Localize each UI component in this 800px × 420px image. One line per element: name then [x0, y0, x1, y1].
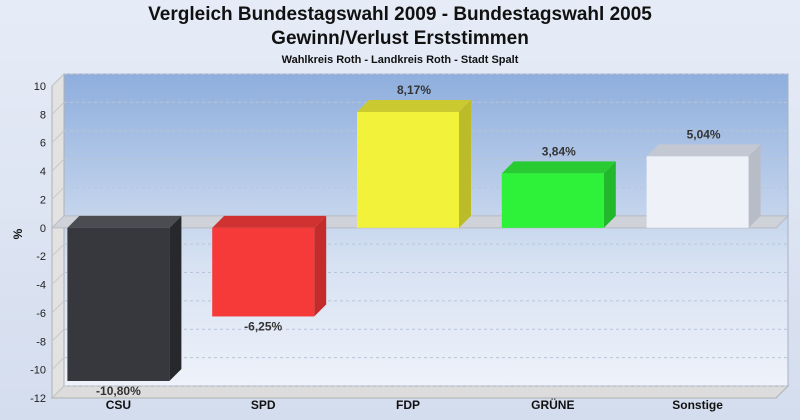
gridline-side — [51, 130, 65, 144]
data-label: -10,80% — [96, 384, 141, 398]
chart-subtitle: Gewinn/Verlust Erststimmen — [271, 28, 529, 49]
bar-side — [748, 144, 761, 228]
gridline-side — [51, 102, 65, 115]
bar-side — [459, 99, 471, 228]
floor — [50, 385, 790, 399]
y-tick-label: 8 — [40, 109, 46, 121]
gridline-side — [51, 272, 65, 285]
left-wall — [51, 72, 65, 400]
data-label: 8,17% — [397, 83, 431, 97]
y-tick-label: -2 — [36, 251, 46, 263]
bar — [212, 227, 315, 317]
bar-side — [314, 215, 327, 317]
chart-title: Vergleich Bundestagswahl 2009 - Bundesta… — [148, 4, 652, 25]
data-label: -6,25% — [244, 319, 282, 333]
gridline-side — [51, 187, 65, 200]
y-tick-label: 2 — [40, 194, 46, 206]
bar-side — [603, 161, 616, 228]
gridline-side — [51, 328, 65, 342]
gridline-side — [51, 300, 65, 314]
chart-caption: Wahlkreis Roth - Landkreis Roth - Stadt … — [281, 54, 519, 66]
y-tick-label: -8 — [36, 336, 46, 348]
y-tick-label: -12 — [30, 393, 46, 405]
y-tick-label: 10 — [34, 81, 46, 93]
bar — [357, 111, 459, 228]
y-tick-label: -4 — [36, 280, 46, 292]
bar-top — [357, 99, 471, 112]
x-tick-label: CSU — [106, 398, 131, 412]
bar-top — [646, 144, 761, 157]
gridline-side — [51, 357, 65, 370]
gridline-side — [51, 158, 65, 172]
bar-top — [501, 161, 616, 174]
y-tick-label: 0 — [40, 223, 46, 235]
x-tick-label: GRÜNE — [531, 397, 574, 412]
x-tick-label: SPD — [251, 398, 276, 412]
y-tick-label: -10 — [30, 365, 46, 377]
gridline-side — [51, 73, 65, 87]
x-tick-label: Sonstige — [672, 398, 723, 412]
data-label: 3,84% — [542, 144, 576, 158]
y-tick-label: -6 — [36, 308, 46, 320]
bar — [67, 227, 170, 381]
y-tick-label: 4 — [40, 166, 46, 178]
gridline-side — [51, 243, 65, 257]
bar-top — [212, 215, 327, 228]
y-axis-label: % — [11, 228, 25, 239]
bar-top — [67, 215, 182, 228]
bar — [501, 173, 604, 228]
gridline-side — [51, 385, 65, 399]
data-label: 5,04% — [687, 127, 721, 141]
bar — [646, 156, 749, 228]
y-tick-label: 6 — [40, 138, 46, 150]
x-tick-label: FDP — [396, 398, 420, 412]
bar-side — [169, 215, 182, 381]
